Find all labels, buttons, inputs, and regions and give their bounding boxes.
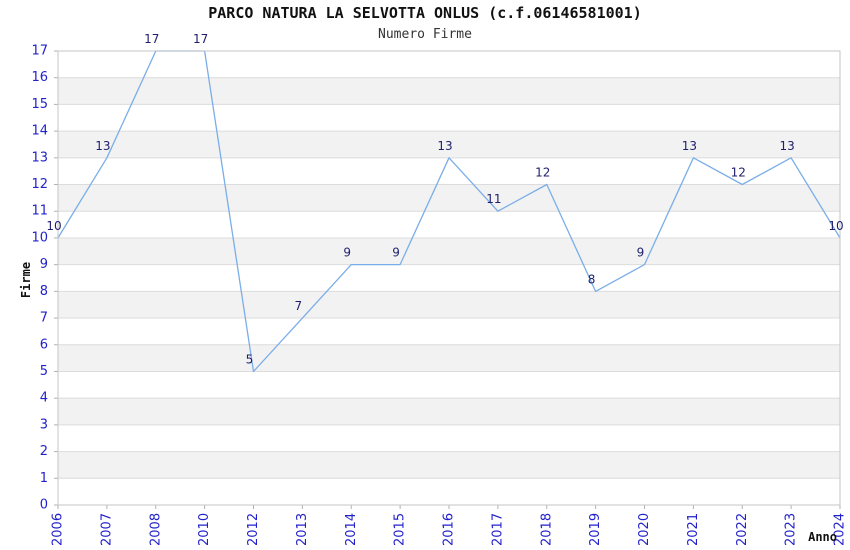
y-tick-label: 1 bbox=[40, 471, 48, 486]
x-tick-label: 2015 bbox=[393, 513, 408, 546]
x-tick-label: 2023 bbox=[784, 513, 799, 546]
data-point-label: 10 bbox=[828, 219, 843, 233]
data-point-label: 8 bbox=[588, 272, 596, 286]
x-tick-label: 2006 bbox=[51, 513, 66, 546]
data-point-label: 13 bbox=[95, 139, 110, 153]
data-point-label: 13 bbox=[682, 139, 697, 153]
y-tick-label: 12 bbox=[31, 177, 48, 192]
plot-band bbox=[58, 344, 840, 372]
plot-band bbox=[58, 291, 840, 319]
y-tick-label: 3 bbox=[40, 417, 48, 432]
y-tick-label: 15 bbox=[31, 97, 48, 112]
x-tick-label: 2020 bbox=[637, 513, 652, 546]
chart-subtitle: Numero Firme bbox=[378, 27, 472, 42]
chart-title: PARCO NATURA LA SELVOTTA ONLUS (c.f.0614… bbox=[208, 4, 642, 22]
y-tick-label: 8 bbox=[40, 284, 48, 299]
x-tick-label: 2019 bbox=[588, 513, 603, 546]
x-axis-title: Anno bbox=[808, 530, 837, 544]
plot-band bbox=[58, 77, 840, 105]
y-tick-label: 4 bbox=[40, 391, 48, 406]
data-point-label: 12 bbox=[731, 166, 746, 180]
y-axis-title: Firme bbox=[19, 261, 33, 299]
x-tick-label: 2012 bbox=[246, 513, 261, 546]
y-tick-label: 16 bbox=[31, 70, 48, 85]
data-point-label: 5 bbox=[246, 352, 254, 366]
x-tick-label: 2022 bbox=[735, 513, 750, 546]
y-tick-label: 11 bbox=[31, 204, 48, 219]
x-tick-label: 2024 bbox=[833, 513, 848, 546]
y-tick-label: 13 bbox=[31, 150, 48, 165]
x-tick-label: 2018 bbox=[539, 513, 554, 546]
plot-band bbox=[58, 131, 840, 158]
x-tick-label: 2016 bbox=[442, 513, 457, 546]
y-tick-label: 6 bbox=[40, 337, 48, 352]
x-tick-label: 2008 bbox=[148, 513, 163, 546]
data-point-label: 12 bbox=[535, 166, 550, 180]
plot-band bbox=[58, 398, 840, 425]
data-point-label: 9 bbox=[637, 246, 645, 260]
y-tick-label: 10 bbox=[31, 230, 48, 245]
x-tick-label: 2010 bbox=[197, 513, 212, 546]
x-tick-label: 2013 bbox=[295, 513, 310, 546]
x-tick-label: 2021 bbox=[686, 513, 701, 546]
data-point-label: 10 bbox=[46, 219, 61, 233]
y-tick-label: 17 bbox=[31, 44, 48, 59]
x-tick-label: 2014 bbox=[344, 513, 359, 546]
y-tick-label: 2 bbox=[40, 444, 48, 459]
y-tick-label: 14 bbox=[31, 124, 48, 139]
x-tick-label: 2017 bbox=[490, 513, 505, 546]
data-point-label: 13 bbox=[779, 139, 794, 153]
x-tick-label: 2007 bbox=[99, 513, 114, 546]
data-point-label: 11 bbox=[486, 192, 501, 206]
data-point-label: 9 bbox=[392, 246, 400, 260]
y-tick-label: 5 bbox=[40, 364, 48, 379]
y-tick-label: 7 bbox=[40, 311, 48, 326]
y-tick-label: 0 bbox=[40, 498, 48, 513]
plot-frame bbox=[57, 50, 841, 506]
data-point-label: 17 bbox=[193, 32, 208, 46]
data-point-label: 17 bbox=[144, 32, 159, 46]
y-tick-label: 9 bbox=[40, 257, 48, 272]
data-point-label: 9 bbox=[343, 246, 351, 260]
plot-band bbox=[58, 451, 840, 479]
data-point-label: 7 bbox=[295, 299, 303, 313]
plot-band bbox=[58, 184, 840, 212]
plot-band bbox=[58, 237, 840, 265]
data-point-label: 13 bbox=[437, 139, 452, 153]
